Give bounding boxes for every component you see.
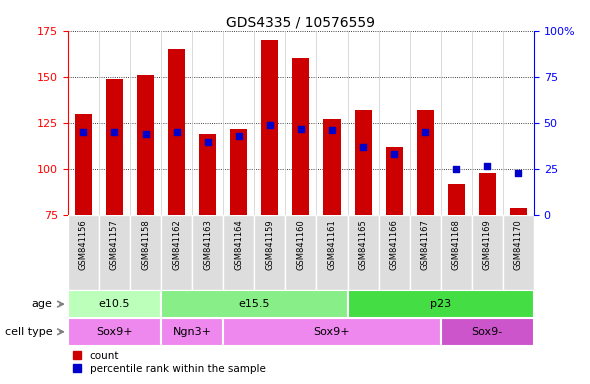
FancyBboxPatch shape bbox=[68, 215, 99, 290]
Text: Sox9-: Sox9- bbox=[472, 327, 503, 337]
FancyBboxPatch shape bbox=[348, 215, 379, 290]
Bar bbox=[355, 110, 372, 215]
Point bbox=[141, 131, 150, 137]
Point bbox=[514, 170, 523, 176]
Bar bbox=[168, 49, 185, 215]
Text: GSM841160: GSM841160 bbox=[296, 219, 306, 270]
Point bbox=[451, 166, 461, 172]
FancyBboxPatch shape bbox=[192, 215, 223, 290]
FancyBboxPatch shape bbox=[161, 215, 192, 290]
Title: GDS4335 / 10576559: GDS4335 / 10576559 bbox=[227, 16, 375, 30]
Bar bbox=[386, 147, 402, 215]
Bar bbox=[479, 173, 496, 215]
FancyBboxPatch shape bbox=[409, 215, 441, 290]
Bar bbox=[106, 79, 123, 215]
Text: e10.5: e10.5 bbox=[99, 299, 130, 309]
FancyBboxPatch shape bbox=[130, 215, 161, 290]
Text: age: age bbox=[31, 299, 53, 309]
Bar bbox=[261, 40, 278, 215]
FancyBboxPatch shape bbox=[161, 290, 348, 318]
Point bbox=[203, 139, 212, 145]
Bar bbox=[510, 208, 527, 215]
Text: GSM841167: GSM841167 bbox=[421, 219, 430, 270]
Point bbox=[110, 129, 119, 136]
Point bbox=[265, 122, 274, 128]
Text: GSM841157: GSM841157 bbox=[110, 219, 119, 270]
Text: GSM841158: GSM841158 bbox=[141, 219, 150, 270]
Bar bbox=[448, 184, 465, 215]
Text: GSM841166: GSM841166 bbox=[389, 219, 399, 270]
FancyBboxPatch shape bbox=[441, 318, 534, 346]
Point bbox=[483, 162, 492, 169]
FancyBboxPatch shape bbox=[316, 215, 348, 290]
Text: GSM841168: GSM841168 bbox=[452, 219, 461, 270]
Point bbox=[358, 144, 368, 150]
FancyBboxPatch shape bbox=[441, 215, 472, 290]
FancyBboxPatch shape bbox=[379, 215, 409, 290]
Text: GSM841169: GSM841169 bbox=[483, 219, 492, 270]
Bar bbox=[417, 110, 434, 215]
Bar bbox=[230, 129, 247, 215]
Point bbox=[78, 129, 88, 136]
Text: GSM841165: GSM841165 bbox=[359, 219, 368, 270]
FancyBboxPatch shape bbox=[503, 215, 534, 290]
FancyBboxPatch shape bbox=[223, 318, 441, 346]
Text: Sox9+: Sox9+ bbox=[314, 327, 350, 337]
Bar bbox=[137, 75, 154, 215]
Text: GSM841156: GSM841156 bbox=[79, 219, 88, 270]
FancyBboxPatch shape bbox=[99, 215, 130, 290]
Legend: count, percentile rank within the sample: count, percentile rank within the sample bbox=[73, 351, 266, 374]
Text: GSM841170: GSM841170 bbox=[514, 219, 523, 270]
Text: GSM841162: GSM841162 bbox=[172, 219, 181, 270]
FancyBboxPatch shape bbox=[223, 215, 254, 290]
Point bbox=[296, 126, 306, 132]
FancyBboxPatch shape bbox=[68, 318, 161, 346]
Text: GSM841159: GSM841159 bbox=[266, 219, 274, 270]
Bar bbox=[199, 134, 216, 215]
Point bbox=[172, 129, 181, 136]
FancyBboxPatch shape bbox=[161, 318, 223, 346]
FancyBboxPatch shape bbox=[68, 290, 161, 318]
Text: GSM841163: GSM841163 bbox=[203, 219, 212, 270]
Bar bbox=[323, 119, 340, 215]
FancyBboxPatch shape bbox=[348, 290, 534, 318]
Text: p23: p23 bbox=[430, 299, 451, 309]
Point bbox=[421, 129, 430, 136]
Text: GSM841164: GSM841164 bbox=[234, 219, 243, 270]
Point bbox=[234, 133, 244, 139]
Text: GSM841161: GSM841161 bbox=[327, 219, 336, 270]
Text: Ngn3+: Ngn3+ bbox=[173, 327, 212, 337]
Text: cell type: cell type bbox=[5, 327, 53, 337]
FancyBboxPatch shape bbox=[286, 215, 316, 290]
Bar bbox=[293, 58, 309, 215]
Text: e15.5: e15.5 bbox=[238, 299, 270, 309]
Bar bbox=[75, 114, 92, 215]
Point bbox=[327, 127, 337, 134]
FancyBboxPatch shape bbox=[254, 215, 286, 290]
Text: Sox9+: Sox9+ bbox=[96, 327, 133, 337]
FancyBboxPatch shape bbox=[472, 215, 503, 290]
Point bbox=[389, 151, 399, 157]
